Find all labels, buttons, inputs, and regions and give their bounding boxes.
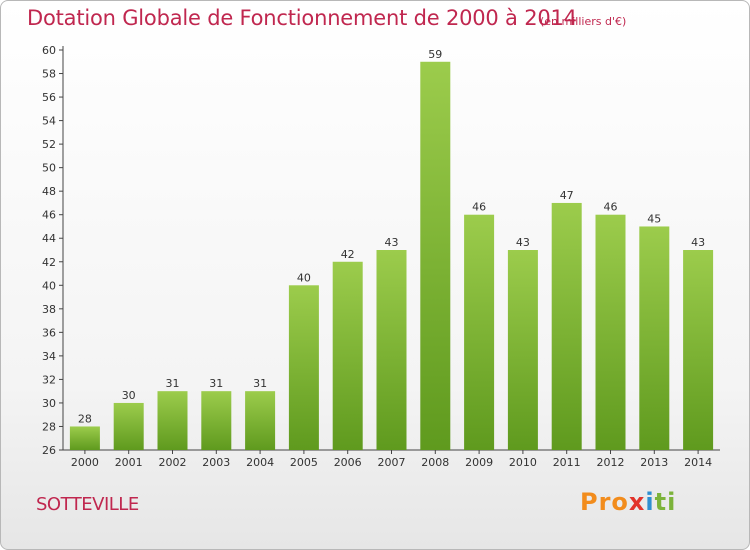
bar-value-label: 43 bbox=[516, 236, 530, 249]
y-tick-label: 48 bbox=[42, 185, 56, 198]
bar-value-label: 59 bbox=[428, 48, 442, 61]
bar bbox=[507, 250, 538, 450]
x-tick-label: 2013 bbox=[640, 456, 668, 469]
y-tick-label: 36 bbox=[42, 326, 56, 339]
bar bbox=[639, 226, 670, 450]
bar bbox=[113, 402, 144, 450]
bar-value-label: 43 bbox=[385, 236, 399, 249]
bar-value-label: 46 bbox=[472, 201, 486, 214]
y-tick-label: 28 bbox=[42, 420, 56, 433]
x-tick-label: 2012 bbox=[597, 456, 625, 469]
y-tick-label: 54 bbox=[42, 115, 56, 128]
chart-title: Dotation Globale de Fonctionnement de 20… bbox=[27, 6, 577, 30]
location-label: SOTTEVILLE bbox=[36, 494, 139, 515]
x-tick-label: 2014 bbox=[684, 456, 712, 469]
bar bbox=[551, 202, 582, 450]
logo-part-4: ti bbox=[654, 488, 677, 516]
y-tick-label: 60 bbox=[42, 44, 56, 57]
y-tick-label: 56 bbox=[42, 91, 56, 104]
x-tick-label: 2001 bbox=[115, 456, 143, 469]
y-tick-label: 50 bbox=[42, 162, 56, 175]
y-tick-label: 32 bbox=[42, 373, 56, 386]
bar bbox=[69, 426, 100, 450]
bar bbox=[683, 250, 714, 450]
y-tick-label: 52 bbox=[42, 138, 56, 151]
bar-value-label: 43 bbox=[691, 236, 705, 249]
x-tick-label: 2002 bbox=[159, 456, 187, 469]
bar bbox=[420, 61, 451, 450]
logo-part-2: x bbox=[628, 488, 646, 516]
logo-part-1: Pro bbox=[580, 488, 629, 516]
bar-value-label: 31 bbox=[253, 377, 267, 390]
x-tick-label: 2005 bbox=[290, 456, 318, 469]
y-tick-label: 26 bbox=[42, 444, 56, 457]
bar-value-label: 28 bbox=[78, 412, 92, 425]
bar-value-label: 46 bbox=[604, 201, 618, 214]
x-tick-label: 2010 bbox=[509, 456, 537, 469]
y-tick-label: 46 bbox=[42, 209, 56, 222]
y-tick-label: 40 bbox=[42, 279, 56, 292]
bar bbox=[464, 214, 495, 450]
logo-part-3: i bbox=[645, 488, 655, 516]
bar bbox=[288, 285, 319, 450]
chart-subtitle: (en milliers d'€) bbox=[540, 15, 627, 28]
x-tick-label: 2004 bbox=[246, 456, 274, 469]
bar-value-label: 40 bbox=[297, 271, 311, 284]
y-tick-label: 44 bbox=[42, 232, 56, 245]
x-tick-label: 2007 bbox=[378, 456, 406, 469]
bar bbox=[201, 391, 232, 450]
bar-value-label: 31 bbox=[209, 377, 223, 390]
x-tick-label: 2009 bbox=[465, 456, 493, 469]
bar bbox=[595, 214, 626, 450]
x-tick-label: 2000 bbox=[71, 456, 99, 469]
bar-value-label: 47 bbox=[560, 189, 574, 202]
bar-value-label: 30 bbox=[122, 389, 136, 402]
y-tick-label: 34 bbox=[42, 350, 56, 363]
proxiti-logo: Proxiti bbox=[580, 488, 676, 516]
bar bbox=[157, 391, 188, 450]
bar-value-label: 42 bbox=[341, 248, 355, 261]
x-tick-label: 2003 bbox=[202, 456, 230, 469]
bar bbox=[376, 250, 407, 450]
bar-value-label: 45 bbox=[647, 212, 661, 225]
bar bbox=[245, 391, 276, 450]
x-tick-label: 2008 bbox=[421, 456, 449, 469]
y-tick-label: 42 bbox=[42, 256, 56, 269]
y-tick-label: 58 bbox=[42, 68, 56, 81]
x-tick-label: 2006 bbox=[334, 456, 362, 469]
bar-value-label: 31 bbox=[166, 377, 180, 390]
bar bbox=[332, 261, 363, 450]
y-tick-label: 38 bbox=[42, 303, 56, 316]
x-tick-label: 2011 bbox=[553, 456, 581, 469]
y-tick-label: 30 bbox=[42, 397, 56, 410]
